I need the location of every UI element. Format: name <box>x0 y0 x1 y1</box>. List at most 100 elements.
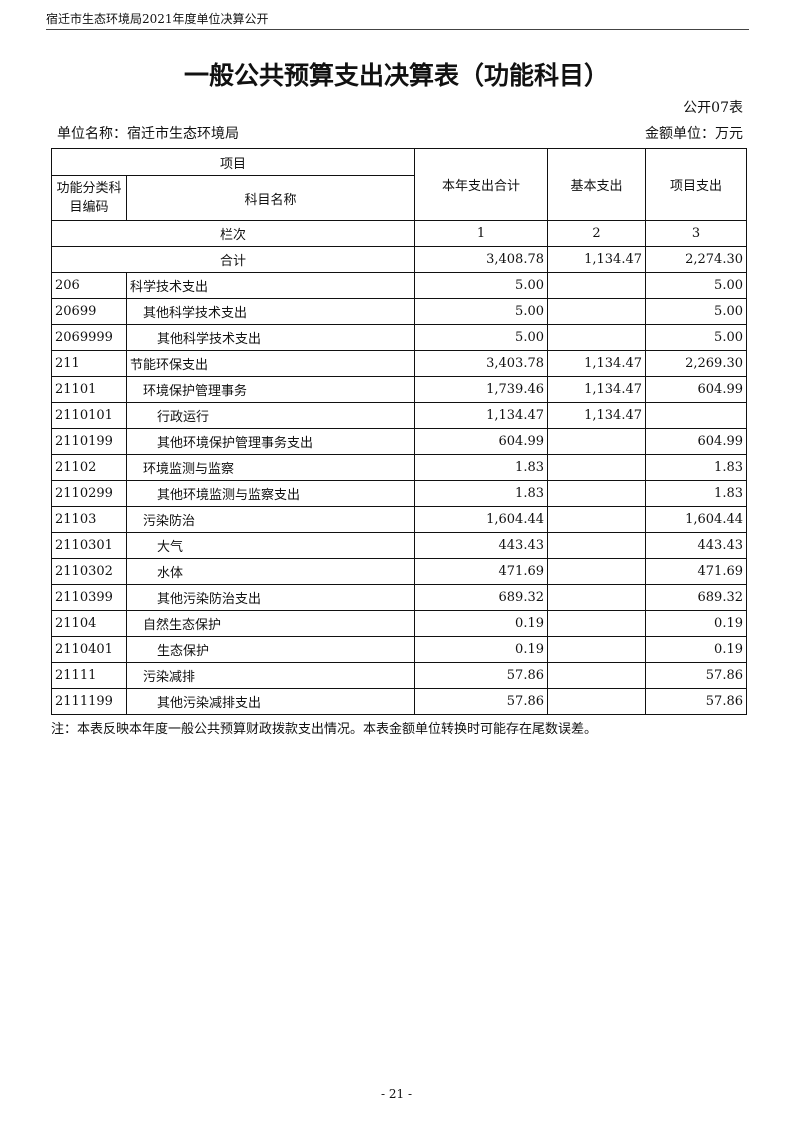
lanci-row: 栏次 1 2 3 <box>51 220 747 247</box>
cell-code: 2110101 <box>51 402 127 429</box>
page-title: 一般公共预算支出决算表（功能科目） <box>183 61 609 90</box>
cell-project: 604.99 <box>645 376 747 403</box>
cell-basic <box>547 610 646 637</box>
cell-name: 科学技术支出 <box>126 272 415 299</box>
header-row: 功能分类科目编码 科目名称 <box>51 175 747 221</box>
cell-code: 2111199 <box>51 688 127 715</box>
table-row: 21102 环境监测与监察 1.83 1.83 <box>51 454 747 481</box>
cell-name: 其他污染减排支出 <box>126 688 415 715</box>
total-c2: 1,134.47 <box>547 246 646 273</box>
cell-project: 1.83 <box>645 454 747 481</box>
table-number: 公开07表 <box>683 100 743 116</box>
cell-total: 443.43 <box>414 532 548 559</box>
cell-project: 57.86 <box>645 662 747 689</box>
cell-project: 689.32 <box>645 584 747 611</box>
cell-project: 5.00 <box>645 324 747 351</box>
cell-name: 其他环境监测与监察支出 <box>126 480 415 507</box>
cell-code: 2110199 <box>51 428 127 455</box>
cell-basic <box>547 324 646 351</box>
cell-code: 21111 <box>51 662 127 689</box>
cell-total: 689.32 <box>414 584 548 611</box>
cell-total: 0.19 <box>414 636 548 663</box>
cell-code: 2069999 <box>51 324 127 351</box>
table-row: 2110399 其他污染防治支出 689.32 689.32 <box>51 584 747 611</box>
cell-total: 1.83 <box>414 480 548 507</box>
cell-name: 其他环境保护管理事务支出 <box>126 428 415 455</box>
header-item: 项目 <box>51 148 415 176</box>
table-row: 2110199 其他环境保护管理事务支出 604.99 604.99 <box>51 428 747 455</box>
cell-basic <box>547 454 646 481</box>
cell-name: 污染减排 <box>126 662 415 689</box>
cell-name: 其他科学技术支出 <box>126 324 415 351</box>
table-row: 2069999 其他科学技术支出 5.00 5.00 <box>51 324 747 351</box>
cell-basic <box>547 636 646 663</box>
cell-basic <box>547 480 646 507</box>
cell-total: 471.69 <box>414 558 548 585</box>
header-col1: 本年支出合计 <box>414 148 548 221</box>
cell-total: 0.19 <box>414 610 548 637</box>
money-unit: 金额单位：万元 <box>645 126 743 142</box>
cell-total: 5.00 <box>414 324 548 351</box>
cell-basic <box>547 428 646 455</box>
cell-basic <box>547 584 646 611</box>
cell-total: 3,403.78 <box>414 350 548 377</box>
cell-name: 环境保护管理事务 <box>126 376 415 403</box>
cell-basic: 1,134.47 <box>547 376 646 403</box>
cell-name: 节能环保支出 <box>126 350 415 377</box>
cell-name: 生态保护 <box>126 636 415 663</box>
table-row: 2110301 大气 443.43 443.43 <box>51 532 747 559</box>
cell-total: 57.86 <box>414 688 548 715</box>
total-c1: 3,408.78 <box>414 246 548 273</box>
cell-name: 水体 <box>126 558 415 585</box>
cell-code: 2110299 <box>51 480 127 507</box>
table-row: 21104 自然生态保护 0.19 0.19 <box>51 610 747 637</box>
cell-total: 1.83 <box>414 454 548 481</box>
cell-total: 1,739.46 <box>414 376 548 403</box>
cell-project: 0.19 <box>645 610 747 637</box>
cell-project: 5.00 <box>645 298 747 325</box>
cell-code: 21101 <box>51 376 127 403</box>
table-row: 21111 污染减排 57.86 57.86 <box>51 662 747 689</box>
header-name: 科目名称 <box>126 175 415 221</box>
table-row: 2110302 水体 471.69 471.69 <box>51 558 747 585</box>
cell-code: 2110301 <box>51 532 127 559</box>
table-row: 2110101 行政运行 1,134.47 1,134.47 <box>51 402 747 429</box>
cell-name: 大气 <box>126 532 415 559</box>
page-number: - 21 - <box>380 1087 412 1101</box>
cell-project: 471.69 <box>645 558 747 585</box>
cell-project <box>645 402 747 429</box>
header-col3: 项目支出 <box>645 148 747 221</box>
header-col2: 基本支出 <box>547 148 646 221</box>
table-row: 2110401 生态保护 0.19 0.19 <box>51 636 747 663</box>
cell-basic <box>547 272 646 299</box>
header-row: 项目 本年支出合计 基本支出 项目支出 <box>51 148 747 221</box>
cell-total: 5.00 <box>414 272 548 299</box>
cell-total: 1,604.44 <box>414 506 548 533</box>
cell-name: 行政运行 <box>126 402 415 429</box>
cell-project: 443.43 <box>645 532 747 559</box>
table-row: 21101 环境保护管理事务 1,739.46 1,134.47 604.99 <box>51 376 747 403</box>
cell-project: 1.83 <box>645 480 747 507</box>
cell-code: 206 <box>51 272 127 299</box>
cell-basic <box>547 688 646 715</box>
cell-project: 5.00 <box>645 272 747 299</box>
cell-total: 604.99 <box>414 428 548 455</box>
lanci-2: 2 <box>547 220 646 247</box>
cell-name: 其他科学技术支出 <box>126 298 415 325</box>
cell-code: 2110401 <box>51 636 127 663</box>
cell-basic: 1,134.47 <box>547 402 646 429</box>
table-row: 211 节能环保支出 3,403.78 1,134.47 2,269.30 <box>51 350 747 377</box>
total-c3: 2,274.30 <box>645 246 747 273</box>
cell-code: 21104 <box>51 610 127 637</box>
table-row: 206 科学技术支出 5.00 5.00 <box>51 272 747 299</box>
unit-name: 单位名称：宿迁市生态环境局 <box>57 126 239 142</box>
cell-total: 1,134.47 <box>414 402 548 429</box>
table-row: 20699 其他科学技术支出 5.00 5.00 <box>51 298 747 325</box>
cell-code: 2110302 <box>51 558 127 585</box>
cell-name: 其他污染防治支出 <box>126 584 415 611</box>
cell-code: 21102 <box>51 454 127 481</box>
cell-project: 1,604.44 <box>645 506 747 533</box>
cell-basic <box>547 298 646 325</box>
cell-name: 环境监测与监察 <box>126 454 415 481</box>
